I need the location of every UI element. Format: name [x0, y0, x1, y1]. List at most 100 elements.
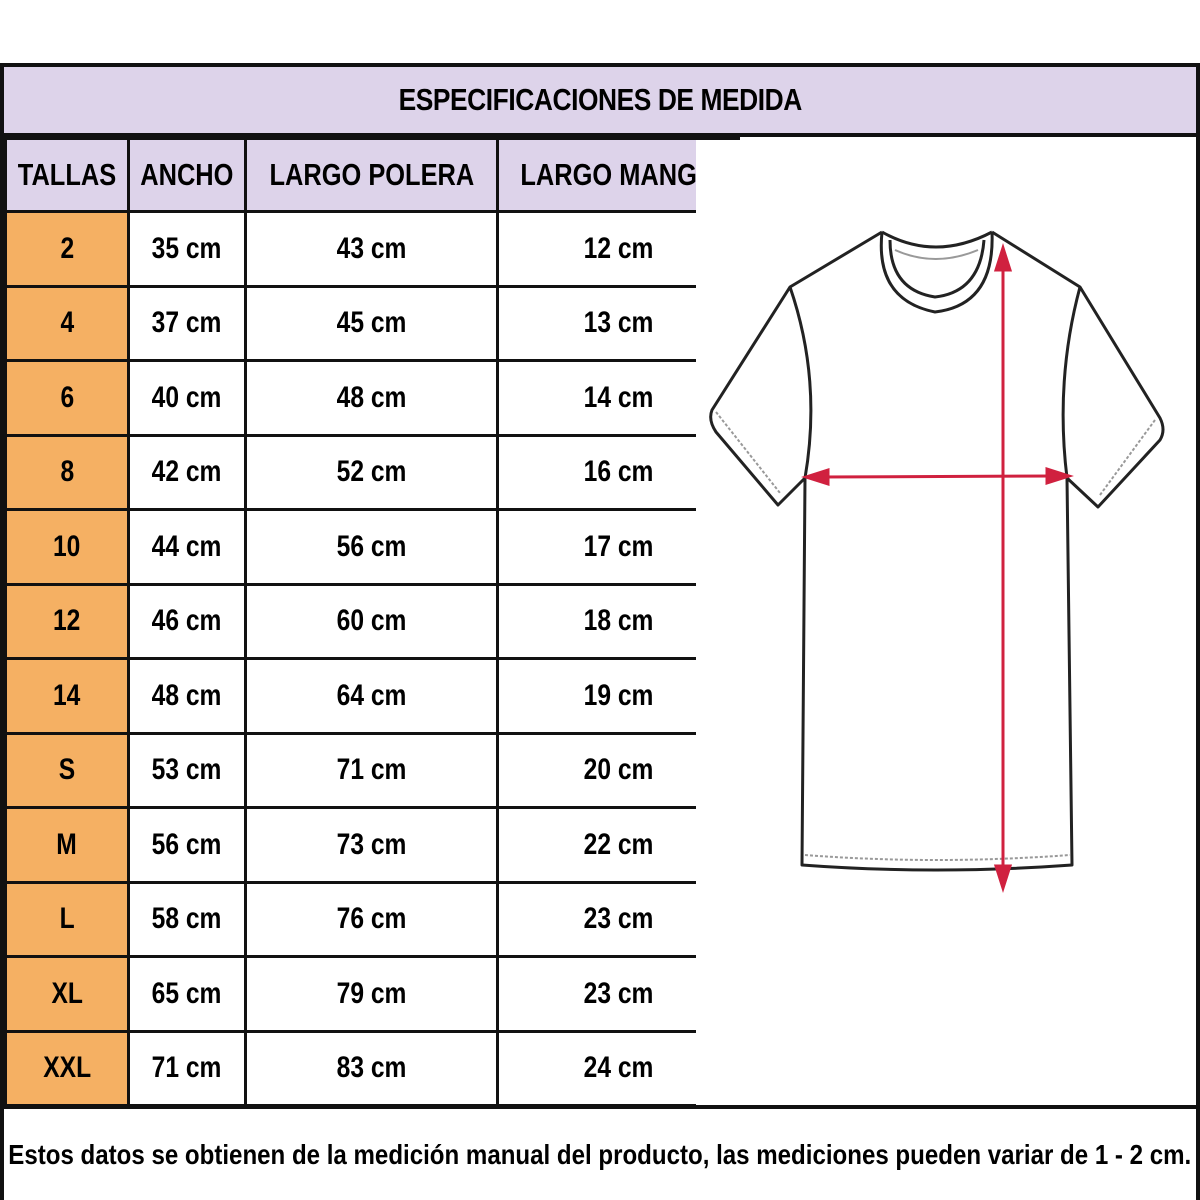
cell-value: 48 cm [336, 380, 407, 414]
ancho-cell: 71 cm [126, 1029, 247, 1107]
cell-value: 13 cm [583, 306, 654, 340]
cell-value: 40 cm [151, 380, 222, 414]
shirt-outline [709, 230, 1165, 872]
cell-value: 46 cm [151, 604, 222, 638]
largo-polera-cell: 64 cm [243, 657, 500, 735]
cell-value: 16 cm [583, 455, 654, 489]
cell-value: 12 [53, 604, 81, 638]
largo-polera-cell: 83 cm [243, 1029, 500, 1107]
footer-note: Estos datos se obtienen de la medición m… [0, 1105, 1200, 1200]
cell-value: 71 cm [151, 1051, 222, 1085]
cell-value: S [58, 753, 76, 787]
size-cell: 2 [4, 210, 130, 288]
size-cell: XXL [4, 1029, 130, 1107]
ancho-cell: 58 cm [126, 880, 247, 958]
cell-value: 43 cm [336, 231, 407, 265]
header-label: TALLAS [17, 157, 117, 192]
cell-value: 10 [53, 529, 81, 563]
cell-value: 44 cm [151, 529, 222, 563]
largo-polera-cell: 43 cm [243, 210, 500, 288]
largo-polera-cell: 60 cm [243, 582, 500, 660]
table-row: 4 37 cm 45 cm 13 cm [4, 284, 741, 362]
cell-value: L [59, 902, 75, 936]
cell-value: XXL [43, 1051, 91, 1085]
header-label: LARGO POLERA [269, 157, 474, 192]
header-ancho: ANCHO [126, 137, 247, 213]
size-cell: 8 [4, 433, 130, 511]
measurement-arrows [801, 243, 1074, 893]
size-cell: 4 [4, 284, 130, 362]
cell-value: 58 cm [151, 902, 222, 936]
cell-value: 2 [60, 231, 74, 265]
largo-polera-cell: 52 cm [243, 433, 500, 511]
size-cell: XL [4, 955, 130, 1033]
ancho-cell: 46 cm [126, 582, 247, 660]
size-cell: 10 [4, 508, 130, 586]
cell-value: 8 [60, 455, 74, 489]
table-row: 6 40 cm 48 cm 14 cm [4, 359, 741, 437]
ancho-cell: 53 cm [126, 731, 247, 809]
table-row: 2 35 cm 43 cm 12 cm [4, 210, 741, 288]
largo-polera-cell: 56 cm [243, 508, 500, 586]
cell-value: 35 cm [151, 231, 222, 265]
cell-value: 56 cm [336, 529, 407, 563]
table-row: 10 44 cm 56 cm 17 cm [4, 508, 741, 586]
footer-text: Estos datos se obtienen de la medición m… [8, 1138, 1192, 1170]
ancho-cell: 44 cm [126, 508, 247, 586]
cell-value: 23 cm [583, 976, 654, 1010]
ancho-cell: 40 cm [126, 359, 247, 437]
width-arrow [819, 474, 1056, 479]
table-row: M 56 cm 73 cm 22 cm [4, 806, 741, 884]
largo-polera-cell: 73 cm [243, 806, 500, 884]
size-cell: L [4, 880, 130, 958]
header-row: TALLAS ANCHO LARGO POLERA LARGO MANGA [4, 137, 741, 213]
cell-value: 56 cm [151, 827, 222, 861]
size-cell: S [4, 731, 130, 809]
cell-value: 14 cm [583, 380, 654, 414]
cell-value: 37 cm [151, 306, 222, 340]
ancho-cell: 42 cm [126, 433, 247, 511]
cell-value: 17 cm [583, 529, 654, 563]
size-cell: 6 [4, 359, 130, 437]
cell-value: 79 cm [336, 976, 407, 1010]
table-row: 8 42 cm 52 cm 16 cm [4, 433, 741, 511]
cell-value: 65 cm [151, 976, 222, 1010]
cell-value: 14 [53, 678, 81, 712]
header-label: ANCHO [140, 157, 234, 192]
cell-value: 22 cm [583, 827, 654, 861]
ancho-cell: 56 cm [126, 806, 247, 884]
cell-value: 42 cm [151, 455, 222, 489]
cell-value: 71 cm [336, 753, 407, 787]
ancho-cell: 37 cm [126, 284, 247, 362]
cell-value: 23 cm [583, 902, 654, 936]
cell-value: 45 cm [336, 306, 407, 340]
largo-polera-cell: 76 cm [243, 880, 500, 958]
cell-value: 64 cm [336, 678, 407, 712]
cell-value: 12 cm [583, 231, 654, 265]
largo-polera-cell: 48 cm [243, 359, 500, 437]
cell-value: 24 cm [583, 1051, 654, 1085]
cell-value: 52 cm [336, 455, 407, 489]
table-row: 12 46 cm 60 cm 18 cm [4, 582, 741, 660]
cell-value: M [56, 827, 78, 861]
cell-value: 83 cm [336, 1051, 407, 1085]
largo-polera-cell: 71 cm [243, 731, 500, 809]
t-shirt-diagram [696, 140, 1196, 1106]
header-label: LARGO MANGA [520, 157, 716, 192]
ancho-cell: 35 cm [126, 210, 247, 288]
table-row: XXL 71 cm 83 cm 24 cm [4, 1029, 741, 1107]
size-cell: M [4, 806, 130, 884]
cell-value: 73 cm [336, 827, 407, 861]
cell-value: 48 cm [151, 678, 222, 712]
cell-value: 20 cm [583, 753, 654, 787]
ancho-cell: 65 cm [126, 955, 247, 1033]
largo-polera-cell: 79 cm [243, 955, 500, 1033]
cell-value: 53 cm [151, 753, 222, 787]
table-row: S 53 cm 71 cm 20 cm [4, 731, 741, 809]
largo-polera-cell: 45 cm [243, 284, 500, 362]
size-cell: 12 [4, 582, 130, 660]
t-shirt-measurement-icon [709, 230, 1165, 893]
header-largo-polera: LARGO POLERA [243, 137, 500, 213]
table-row: XL 65 cm 79 cm 23 cm [4, 955, 741, 1033]
